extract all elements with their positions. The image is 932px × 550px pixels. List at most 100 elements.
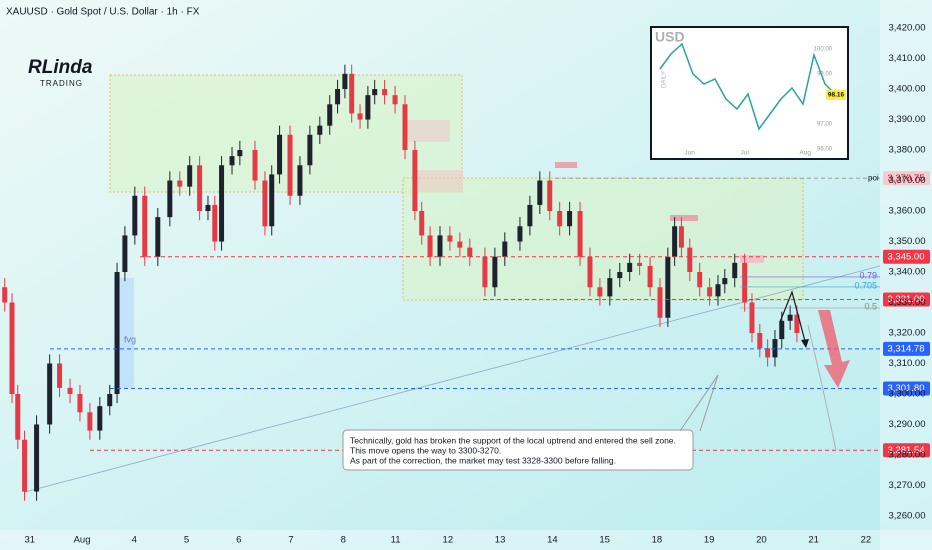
inset-y-tick-label: 100.00 — [814, 47, 833, 53]
order-block — [415, 170, 463, 192]
candle-body — [327, 104, 333, 126]
candle-body — [132, 195, 138, 236]
candle-body — [492, 256, 498, 288]
inset-x-tick-label: Jul — [741, 150, 750, 157]
candle-body — [467, 247, 473, 257]
inset-line — [659, 42, 837, 131]
price-tag-label: 3,314.78 — [888, 343, 925, 354]
candle-body — [187, 165, 193, 187]
order-block — [670, 215, 698, 221]
annotation-line: This move opens the way to 3300-3270. — [350, 445, 501, 455]
candle-body — [502, 241, 508, 257]
candle-body — [219, 165, 225, 242]
candle-body — [617, 272, 623, 279]
fib-label: 0.5 — [864, 301, 877, 311]
annotation-pointer — [679, 374, 719, 432]
y-tick-label: 3,280.00 — [889, 449, 926, 460]
x-tick-label: Aug — [74, 535, 91, 546]
price-axis — [880, 0, 932, 550]
candle-body — [252, 150, 258, 181]
inset-y-tick-label: 97.00 — [817, 122, 833, 128]
inset-y-tick-label: 96.00 — [817, 147, 833, 153]
candle-body — [365, 95, 371, 120]
x-tick-label: 20 — [756, 535, 767, 546]
candle-body — [114, 272, 120, 394]
price-tag-label: 3,345.00 — [888, 251, 925, 262]
candle-body — [437, 235, 443, 257]
price-tag-label: 3,281.54 — [888, 445, 925, 456]
candle-body — [787, 314, 793, 321]
chart-title: XAUUSD · Gold Spot / U.S. Dollar · 1h · … — [6, 7, 200, 18]
order-block — [740, 255, 764, 263]
candle-body — [567, 211, 573, 227]
candle-body — [177, 180, 183, 187]
inset-y-tick-label: 99.00 — [817, 72, 833, 78]
candle-body — [527, 204, 533, 227]
sell-arrow — [818, 310, 850, 388]
candle-body — [794, 314, 800, 334]
candle-body — [342, 73, 348, 90]
x-tick-label: 15 — [599, 535, 610, 546]
annotation-box — [342, 429, 694, 471]
candle-body — [392, 95, 398, 105]
annotation-line: Technically, gold has broken the support… — [350, 435, 676, 445]
candle-body — [22, 439, 28, 492]
y-tick-label: 3,410.00 — [889, 53, 926, 64]
x-tick-label: 6 — [236, 535, 241, 546]
inset-title: USD — [655, 29, 685, 45]
y-tick-label: 3,320.00 — [889, 328, 926, 339]
candle-body — [647, 265, 653, 288]
price-tag — [883, 249, 930, 264]
candle-body — [757, 333, 763, 349]
x-tick-label: 11 — [391, 535, 401, 546]
candle-body — [707, 287, 713, 297]
candle-body — [382, 89, 388, 96]
candle-body — [722, 278, 728, 285]
candle-body — [212, 204, 218, 242]
candle-body — [742, 262, 748, 303]
candle-body — [665, 256, 671, 318]
x-tick-label: 19 — [704, 535, 715, 546]
candle-body — [657, 287, 663, 318]
inset-x-tick-label: Aug — [799, 150, 811, 157]
y-tick-label: 3,390.00 — [889, 114, 926, 125]
candle-body — [637, 262, 643, 266]
candle-body — [482, 256, 488, 288]
price-tag — [883, 292, 930, 307]
x-tick-label: 8 — [341, 535, 346, 546]
price-tag-label: 3,370.75 — [888, 173, 925, 184]
candle-body — [715, 284, 721, 297]
candle-body — [277, 134, 283, 175]
candle-body — [607, 278, 613, 297]
candle-body — [34, 424, 40, 492]
candle-body — [122, 235, 128, 273]
candle-body — [237, 150, 243, 157]
logo-tagline: TRADING — [40, 79, 83, 88]
candle-body — [678, 226, 684, 248]
y-tick-label: 3,400.00 — [889, 84, 926, 95]
y-tick-label: 3,300.00 — [889, 389, 926, 400]
candle-body — [419, 211, 425, 236]
candle-body — [749, 302, 755, 334]
candle-body — [357, 113, 363, 120]
candle-body — [577, 211, 583, 257]
inset-subtitle: DAILY — [662, 71, 668, 88]
candle-body — [9, 302, 15, 394]
inset-x-tick-label: Jun — [684, 150, 695, 157]
projection-arrow — [779, 290, 807, 346]
candle-body — [335, 89, 341, 105]
candle-body — [732, 262, 738, 279]
candle-body — [537, 180, 543, 205]
arrow-head — [801, 339, 809, 348]
candle-body — [57, 363, 63, 388]
candle-body — [457, 241, 463, 248]
candle-body — [262, 180, 268, 227]
x-tick-label: 18 — [652, 535, 663, 546]
x-tick-label: 14 — [547, 535, 558, 546]
candle-body — [427, 235, 433, 257]
annotation-line: As part of the correction, the market ma… — [350, 455, 616, 465]
candle-body — [627, 262, 633, 273]
y-tick-label: 3,380.00 — [889, 145, 926, 156]
x-tick-label: 4 — [132, 535, 137, 546]
